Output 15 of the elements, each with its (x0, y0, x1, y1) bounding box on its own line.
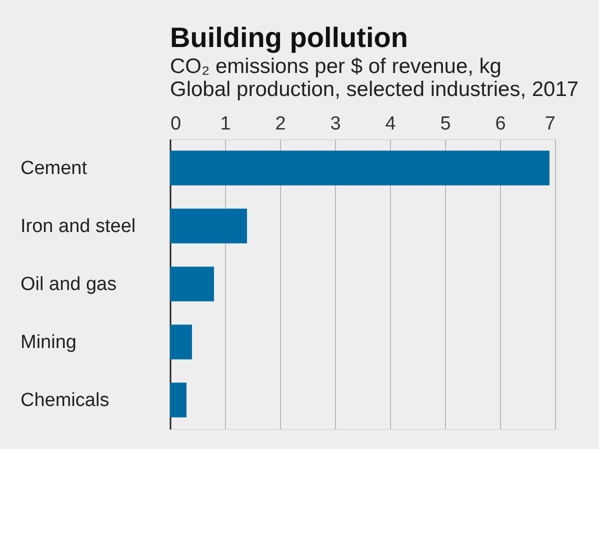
x-tick-label: 5 (440, 114, 451, 134)
y-tick-label: Chemicals (20, 390, 110, 411)
y-tick-label: Iron and steel (20, 216, 136, 237)
x-tick-label: 0 (170, 114, 182, 134)
x-tick-label: 3 (330, 114, 341, 134)
x-tick-label: 1 (220, 114, 231, 134)
y-tick-label: Oil and gas (20, 274, 117, 295)
y-tick-label: Cement (20, 158, 88, 179)
chart-subtitle: CO₂ emissions per $ of revenue, kg Global production, selected industries, 2017 (170, 55, 579, 101)
chart-title: Building pollution (170, 22, 408, 53)
x-tick-label: 7 (544, 114, 556, 134)
x-tick-label: 4 (385, 114, 396, 134)
y-tick-label: Mining (20, 332, 76, 353)
x-tick-label: 6 (495, 114, 506, 134)
x-tick-label: 2 (275, 114, 286, 134)
